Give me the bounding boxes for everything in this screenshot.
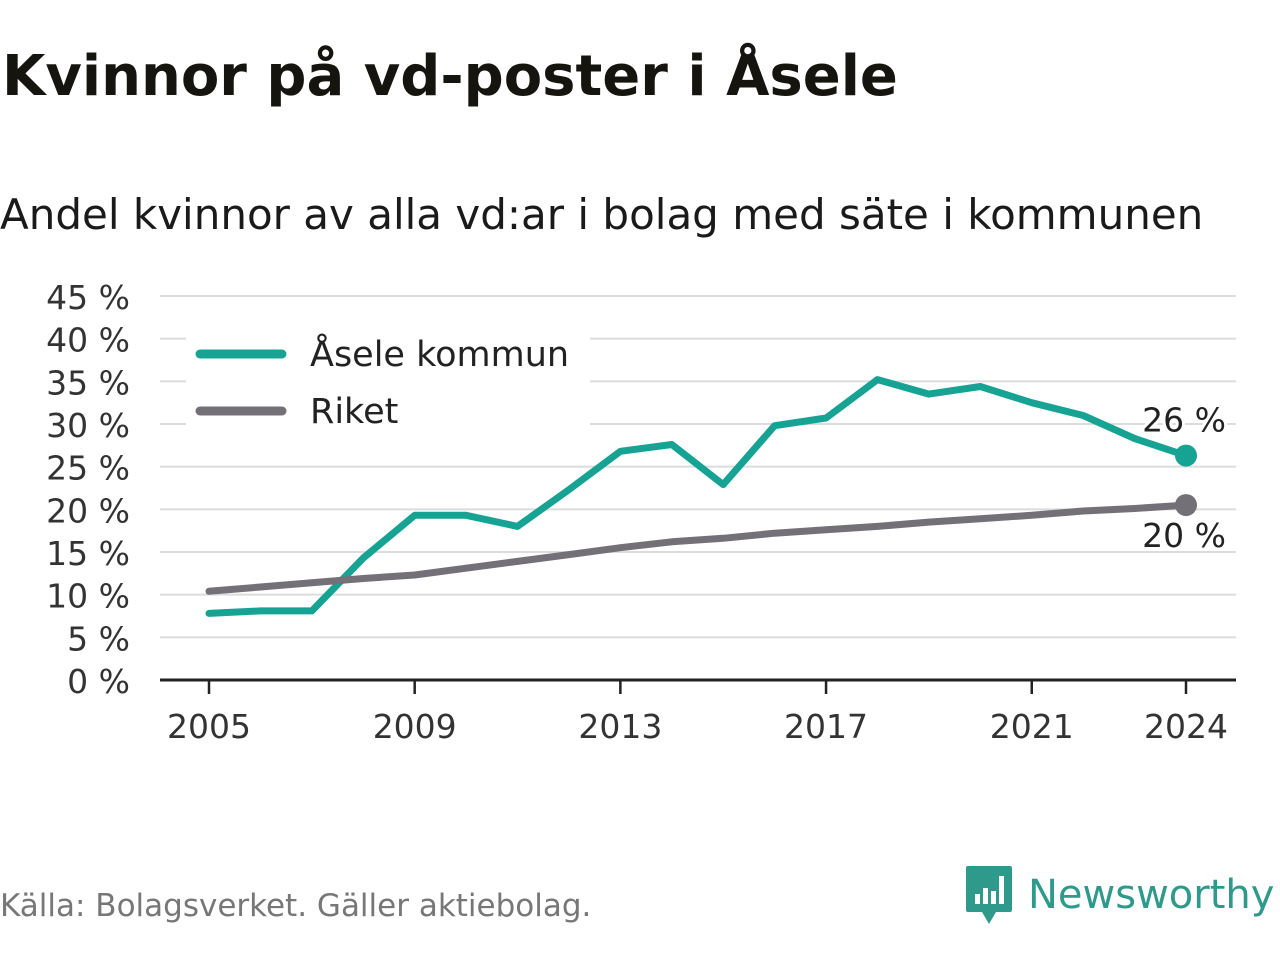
legend: Åsele kommun Riket [186,322,590,444]
legend-label: Åsele kommun [310,332,569,375]
y-tick-label: 45 % [46,278,130,317]
end-value-label: 20 % [1142,516,1226,555]
brand-logo: Newsworthy [964,864,1274,926]
series-line-riket [205,501,1190,595]
y-axis-ticks: 0 % 5 %10 % 15 % 20 %25 % 30 % 35 %40 % 45 % [46,278,130,701]
x-tick-label: 2013 [578,707,662,746]
chart-title: Kvinnor på vd-poster i Åsele [2,44,898,109]
series-lines [205,376,1197,617]
x-tick-label: 2009 [373,707,457,746]
y-tick-label: 5 % [67,619,130,658]
x-tick-label: 2024 [1144,707,1228,746]
line-chart: 0 %5 %10 %15 %20 %25 %30 %35 %40 %45 % 2… [46,278,1236,746]
x-tick-label: 2017 [784,707,868,746]
end-value-label: 26 % [1142,401,1226,440]
legend-label: Riket [310,392,398,432]
y-tick-label: 30 % [46,406,130,445]
series-end-point [1175,494,1197,517]
y-tick-label: 35 % [46,363,130,402]
brand-name: Newsworthy [1028,872,1275,918]
x-tick-label: 2005 [167,707,251,746]
source-note: Källa: Bolagsverket. Gäller aktiebolag. [0,888,592,924]
series-end-point [1175,444,1197,467]
y-tick-label: 40 % [46,321,130,360]
x-tick-label: 2021 [990,707,1074,746]
y-tick-label: 15 % [46,534,130,573]
newsworthy-bar-chart-icon [966,866,1012,924]
end-labels: 26 % 20 % [1139,398,1229,558]
x-axis-ticks: 2005 2009 2013 2017 2021 2024 [167,680,1228,746]
series-line-asele [205,376,1190,617]
y-tick-label: 20 % [46,491,130,530]
legend-background [186,322,590,444]
y-tick-label: 10 % [46,577,130,616]
y-tick-label: 0 % [67,662,130,701]
chart-subtitle: Andel kvinnor av alla vd:ar i bolag med … [0,190,1204,239]
y-tick-label: 25 % [46,449,130,488]
